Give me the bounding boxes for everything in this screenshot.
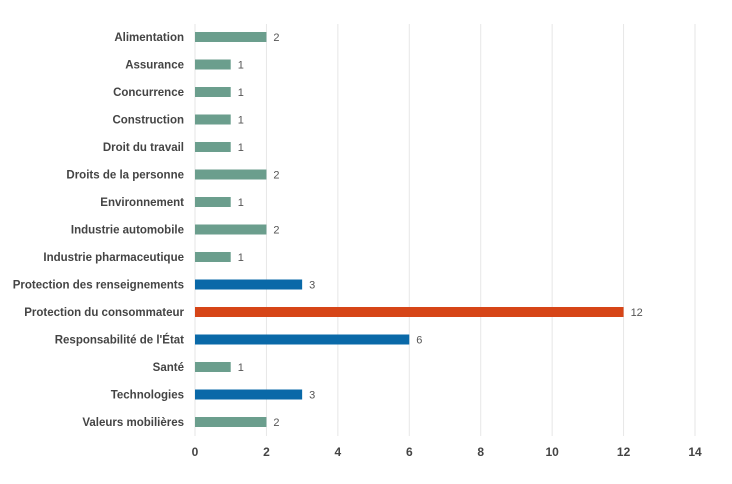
data-label: 2 — [273, 32, 279, 44]
data-label: 1 — [238, 115, 244, 127]
bar — [195, 389, 303, 400]
category-label: Industrie automobile — [71, 225, 184, 237]
bar — [195, 334, 410, 345]
data-label: 1 — [238, 87, 244, 99]
bar — [195, 169, 267, 180]
bar — [195, 32, 267, 42]
bar — [195, 224, 267, 235]
data-label: 1 — [238, 142, 244, 154]
category-label: Environnement — [100, 197, 184, 209]
category-label: Valeurs mobilières — [82, 417, 184, 429]
category-label: Assurance — [125, 60, 184, 72]
data-label: 12 — [631, 307, 643, 319]
category-label: Protection des renseignements — [13, 280, 184, 292]
category-label: Construction — [112, 115, 184, 127]
x-tick-label: 2 — [263, 445, 270, 459]
bar — [195, 59, 231, 70]
data-label: 2 — [273, 417, 279, 429]
category-label: Santé — [153, 362, 184, 374]
data-label: 6 — [416, 335, 422, 347]
x-tick-label: 6 — [406, 445, 413, 459]
data-label: 2 — [273, 225, 279, 237]
x-tick-label: 14 — [688, 445, 702, 459]
bar — [195, 114, 231, 125]
x-tick-label: 4 — [335, 445, 342, 459]
data-label: 3 — [309, 390, 315, 402]
bar — [195, 307, 624, 317]
bar — [195, 417, 267, 427]
category-label: Concurrence — [113, 87, 184, 99]
bar — [195, 87, 231, 97]
data-label: 1 — [238, 197, 244, 209]
data-label: 3 — [309, 280, 315, 292]
data-label: 2 — [273, 170, 279, 182]
bar — [195, 252, 231, 262]
category-label: Technologies — [111, 390, 184, 402]
x-tick-label: 8 — [477, 445, 484, 459]
category-label: Industrie pharmaceutique — [43, 252, 184, 264]
bar — [195, 197, 231, 207]
x-tick-label: 12 — [617, 445, 631, 459]
category-label: Droit du travail — [103, 142, 184, 154]
data-label: 1 — [238, 60, 244, 72]
x-tick-label: 0 — [192, 445, 199, 459]
category-label: Alimentation — [114, 32, 184, 44]
category-label: Responsabilité de l'État — [55, 334, 184, 347]
bar — [195, 279, 303, 290]
x-tick-label: 10 — [545, 445, 559, 459]
bar — [195, 362, 231, 372]
category-label: Protection du consommateur — [24, 307, 184, 319]
bar — [195, 142, 231, 152]
category-label: Droits de la personne — [66, 170, 184, 182]
data-label: 1 — [238, 362, 244, 374]
data-label: 1 — [238, 252, 244, 264]
